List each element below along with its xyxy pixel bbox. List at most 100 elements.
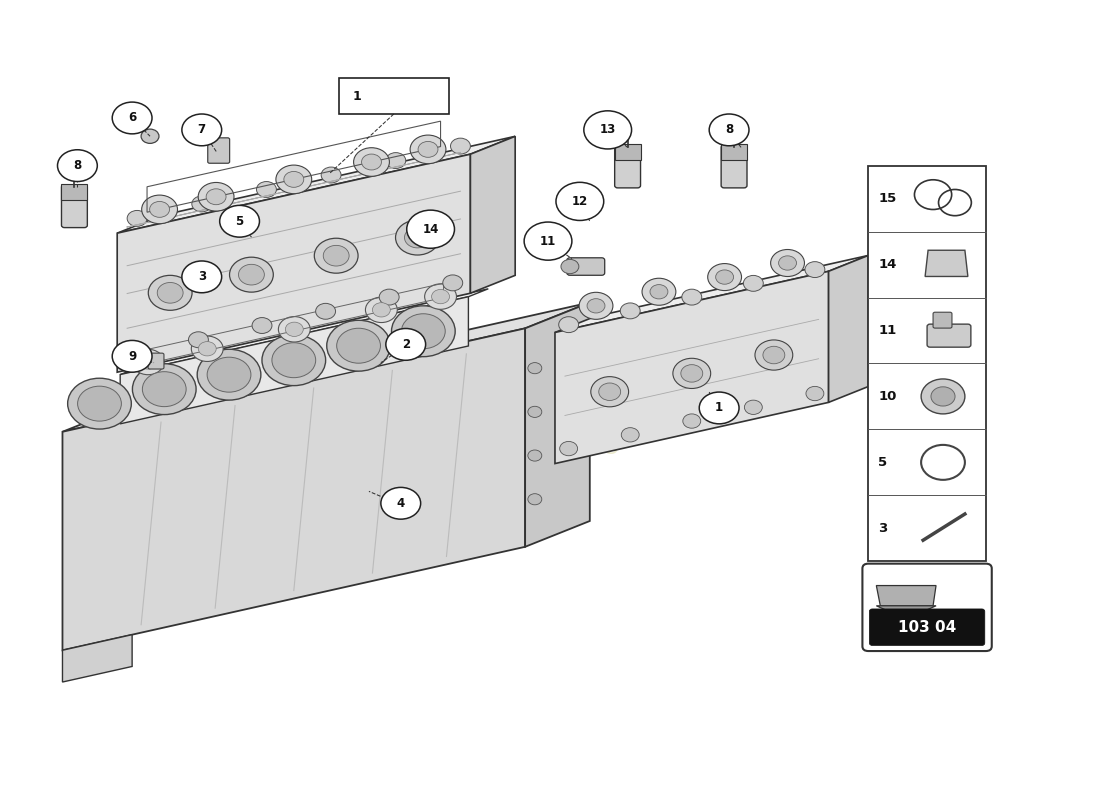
Circle shape	[591, 377, 628, 407]
Circle shape	[556, 182, 604, 221]
Circle shape	[805, 262, 825, 278]
Circle shape	[252, 318, 272, 334]
Circle shape	[710, 114, 749, 146]
Circle shape	[353, 148, 389, 176]
FancyBboxPatch shape	[62, 184, 87, 200]
Circle shape	[682, 289, 702, 305]
Circle shape	[386, 153, 406, 169]
Circle shape	[285, 322, 304, 337]
FancyBboxPatch shape	[868, 166, 986, 562]
Circle shape	[425, 284, 456, 310]
Circle shape	[402, 314, 446, 349]
FancyBboxPatch shape	[615, 145, 640, 188]
Polygon shape	[120, 289, 488, 374]
FancyBboxPatch shape	[927, 324, 971, 347]
Text: 15: 15	[878, 192, 896, 205]
Polygon shape	[925, 250, 968, 277]
Circle shape	[451, 138, 471, 154]
Text: 5: 5	[235, 214, 244, 228]
Circle shape	[673, 358, 711, 389]
Circle shape	[78, 386, 121, 421]
Polygon shape	[877, 586, 936, 606]
Circle shape	[188, 332, 208, 348]
FancyBboxPatch shape	[566, 258, 605, 275]
Circle shape	[650, 285, 668, 299]
Circle shape	[337, 328, 381, 363]
FancyBboxPatch shape	[862, 564, 992, 651]
Circle shape	[707, 263, 741, 290]
Circle shape	[132, 364, 196, 414]
Circle shape	[276, 165, 311, 194]
Circle shape	[191, 196, 211, 212]
Circle shape	[256, 182, 276, 198]
Text: 3: 3	[198, 270, 206, 283]
Circle shape	[284, 171, 304, 187]
Text: 13: 13	[600, 123, 616, 136]
Circle shape	[405, 227, 430, 248]
Text: 7: 7	[198, 123, 206, 136]
Circle shape	[191, 336, 223, 362]
Circle shape	[431, 290, 450, 304]
Circle shape	[683, 414, 701, 428]
Circle shape	[132, 350, 164, 374]
Circle shape	[528, 450, 542, 461]
Circle shape	[157, 282, 183, 303]
Polygon shape	[556, 255, 868, 333]
Circle shape	[148, 275, 192, 310]
Circle shape	[931, 387, 955, 406]
Text: 9: 9	[128, 350, 136, 363]
Circle shape	[112, 102, 152, 134]
Text: 11: 11	[878, 324, 896, 337]
Circle shape	[681, 365, 703, 382]
Circle shape	[744, 275, 763, 291]
Circle shape	[316, 303, 336, 319]
Circle shape	[386, 329, 426, 360]
Circle shape	[528, 494, 542, 505]
Circle shape	[921, 379, 965, 414]
FancyBboxPatch shape	[869, 609, 984, 646]
Circle shape	[560, 442, 578, 456]
Circle shape	[198, 182, 234, 211]
Text: 10: 10	[878, 390, 896, 403]
Circle shape	[598, 383, 620, 401]
Polygon shape	[63, 302, 590, 432]
FancyBboxPatch shape	[615, 144, 640, 160]
Circle shape	[321, 167, 341, 183]
Text: 3: 3	[878, 522, 888, 535]
Circle shape	[745, 400, 762, 414]
Circle shape	[771, 250, 804, 277]
Text: 8: 8	[725, 123, 734, 136]
FancyBboxPatch shape	[722, 144, 747, 160]
Circle shape	[396, 220, 439, 255]
Circle shape	[362, 154, 382, 170]
Circle shape	[379, 289, 399, 305]
Circle shape	[524, 222, 572, 260]
FancyBboxPatch shape	[933, 312, 952, 328]
Text: 4: 4	[397, 497, 405, 510]
Text: 1: 1	[353, 90, 362, 102]
Text: 11: 11	[540, 234, 557, 248]
Circle shape	[230, 257, 273, 292]
Circle shape	[141, 129, 160, 143]
Circle shape	[206, 189, 225, 205]
FancyBboxPatch shape	[722, 145, 747, 188]
Circle shape	[262, 334, 326, 386]
Circle shape	[327, 320, 390, 371]
FancyBboxPatch shape	[148, 353, 164, 369]
Circle shape	[806, 386, 824, 401]
Circle shape	[584, 111, 631, 149]
Circle shape	[112, 341, 152, 372]
Circle shape	[365, 297, 397, 322]
Circle shape	[587, 298, 605, 313]
Text: 6: 6	[128, 111, 136, 125]
Circle shape	[150, 202, 169, 218]
Polygon shape	[877, 606, 936, 619]
Circle shape	[182, 114, 222, 146]
Circle shape	[443, 275, 463, 291]
Circle shape	[779, 256, 796, 270]
Text: 14: 14	[878, 258, 896, 271]
Text: eurospares: eurospares	[278, 356, 647, 413]
Circle shape	[272, 342, 316, 378]
Text: 14: 14	[422, 222, 439, 236]
Circle shape	[642, 278, 675, 306]
